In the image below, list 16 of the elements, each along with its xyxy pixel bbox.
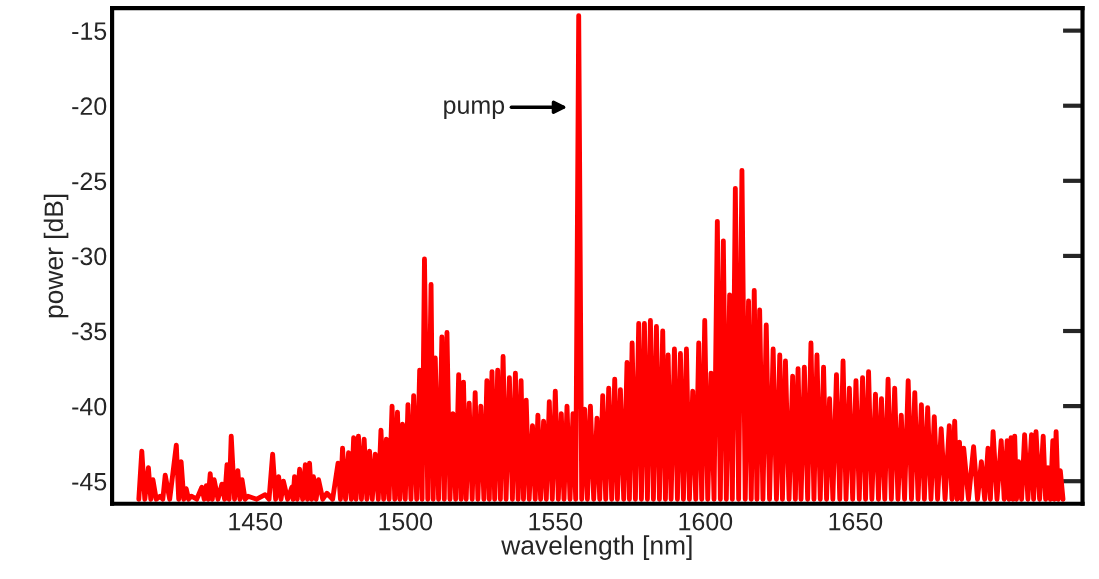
x-tick-label: 1550	[529, 512, 583, 531]
x-axis-title: wavelength [nm]	[501, 535, 692, 560]
line-series	[136, 13, 1066, 502]
y-tick-label: -25	[72, 172, 107, 191]
x-tick-label: 1650	[829, 512, 883, 531]
x-tick-label: 1450	[229, 512, 283, 531]
y-tick-label: -40	[72, 397, 107, 416]
y-tick-label: -35	[72, 322, 107, 341]
y-tick-label: -15	[72, 22, 107, 40]
x-tick-label: 1600	[679, 512, 733, 531]
y-axis-title: power [dB]	[43, 194, 69, 318]
annotation: pump	[444, 100, 505, 119]
x-tick-label: 1500	[379, 512, 433, 531]
y-tick-label: -30	[72, 247, 107, 266]
y-tick-label: -45	[72, 473, 107, 491]
y-tick-label: -20	[72, 97, 107, 116]
